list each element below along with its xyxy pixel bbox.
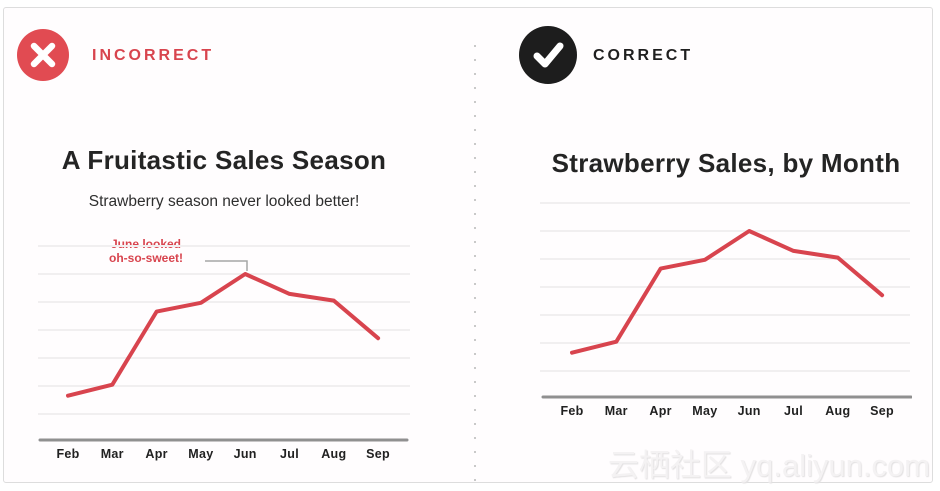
annotation-leader-line: [205, 260, 248, 271]
month-label: Aug: [321, 447, 346, 461]
month-labels: Feb Mar Apr May Jun Jul Aug Sep: [56, 447, 390, 461]
divider-dotted-line: [474, 45, 476, 482]
sales-line: [66, 272, 381, 398]
annotation-line1: June looked: [110, 237, 181, 251]
incorrect-chart: Feb Mar Apr May Jun Jul Aug Sep: [38, 245, 410, 461]
month-label: Mar: [101, 447, 124, 461]
month-label: May: [692, 404, 717, 418]
month-label: Jun: [738, 404, 761, 418]
month-label: Sep: [366, 447, 390, 461]
month-label: Jun: [234, 447, 257, 461]
annotation-line2: oh-so-sweet!: [108, 251, 183, 265]
correct-badge: [519, 26, 577, 84]
watermark: 云栖社区 yq.aliyun.com: [607, 448, 930, 483]
month-label: Apr: [145, 447, 167, 461]
month-label: Aug: [825, 404, 850, 418]
incorrect-chart-subtitle: Strawberry season never looked better!: [88, 193, 360, 210]
month-label: May: [188, 447, 213, 461]
month-label: Feb: [560, 404, 583, 418]
gridlines: [540, 202, 910, 372]
month-labels: Feb Mar Apr May Jun Jul Aug Sep: [560, 404, 894, 418]
correct-chart: Feb Mar Apr May Jun Jul Aug Sep: [540, 202, 912, 418]
annotation: June looked oh-so-sweet!: [85, 237, 207, 265]
incorrect-chart-title: A Fruitastic Sales Season: [61, 145, 387, 175]
month-label: Sep: [870, 404, 894, 418]
month-label: Jul: [280, 447, 299, 461]
month-label: Feb: [56, 447, 79, 461]
month-label: Apr: [649, 404, 671, 418]
x-circle-icon: [17, 29, 69, 81]
incorrect-label: INCORRECT: [92, 47, 215, 64]
month-label: Jul: [784, 404, 803, 418]
check-circle-icon: [519, 26, 577, 84]
gridlines: [38, 245, 410, 415]
sales-line: [570, 229, 885, 355]
month-label: Mar: [605, 404, 628, 418]
correct-label: CORRECT: [593, 47, 694, 64]
incorrect-badge: [17, 29, 69, 81]
correct-chart-title: Strawberry Sales, by Month: [551, 148, 901, 178]
